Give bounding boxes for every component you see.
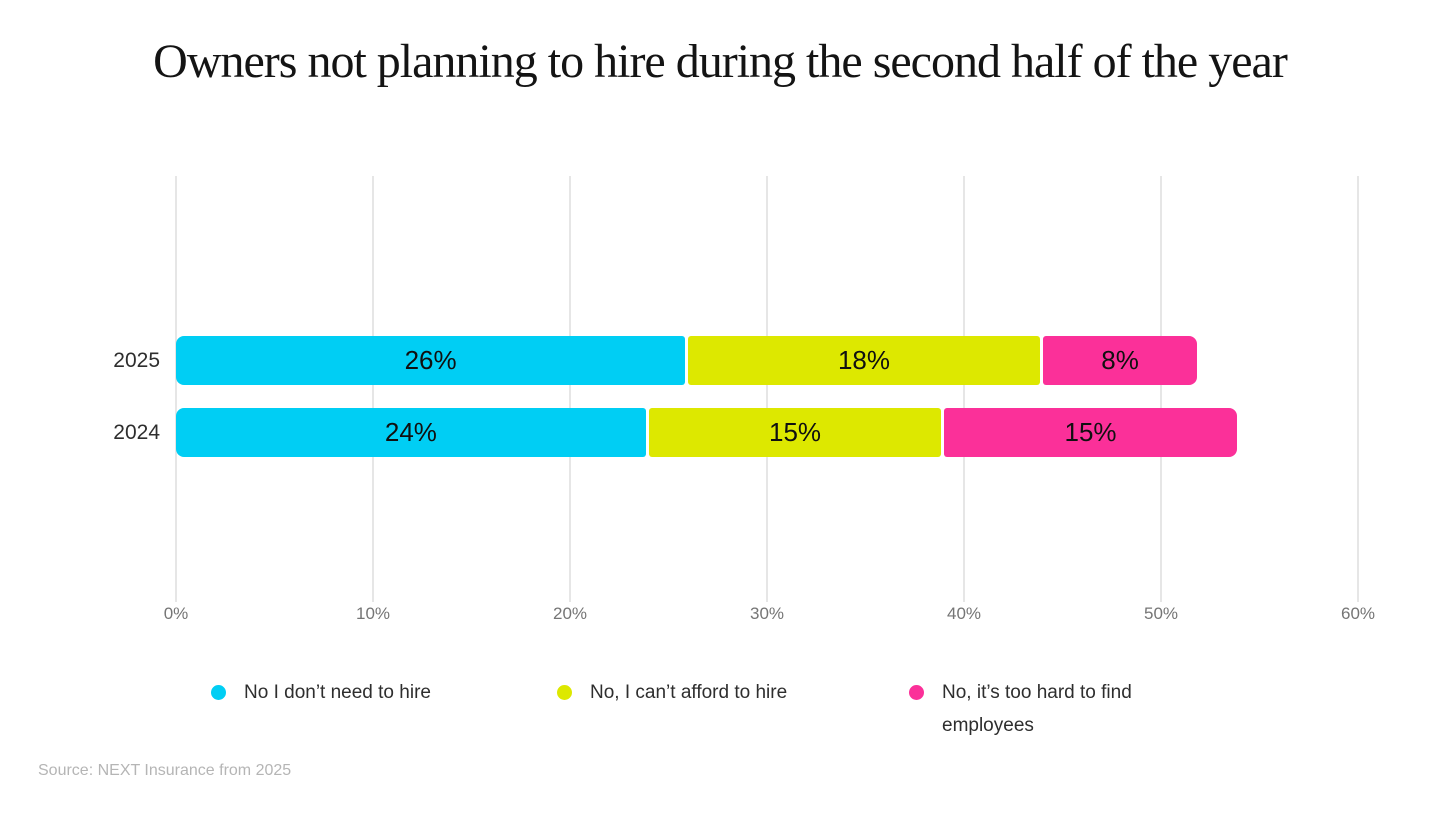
legend-dot-icon <box>909 685 924 700</box>
gridline <box>766 176 768 602</box>
x-tick-label: 10% <box>355 604 391 623</box>
bar-value-label: 18% <box>837 345 890 375</box>
bar-value-label: 26% <box>404 345 457 375</box>
bar-value-label: 24% <box>384 417 437 447</box>
bar-segment: 15% <box>648 408 942 457</box>
gridline <box>1160 176 1162 602</box>
gridline <box>569 176 571 602</box>
y-axis-label-2024: 2024 <box>113 421 160 444</box>
bar-segment: 15% <box>944 408 1237 457</box>
legend-item: No I don’t need to hire <box>211 676 431 709</box>
gridline <box>963 176 965 602</box>
bar-segment: 8% <box>1042 336 1198 385</box>
y-axis-label-2025: 2025 <box>113 349 160 372</box>
bar-segment: 24% <box>176 408 646 457</box>
legend-item: No, it’s too hard to find employees <box>909 676 1170 742</box>
source-note: Source: NEXT Insurance from 2025 <box>38 762 292 779</box>
legend-label: No, I can’t afford to hire <box>590 682 788 703</box>
bar-segment: 26% <box>176 336 686 385</box>
bar-value-label: 15% <box>1064 417 1117 447</box>
legend-dot-icon <box>557 685 572 700</box>
legend-label: No, it’s too hard to find employees <box>942 682 1132 736</box>
bar-value-label: 15% <box>769 417 822 447</box>
x-tick-label: 60% <box>1340 604 1376 623</box>
gridline <box>372 176 374 602</box>
bar-value-label: 8% <box>1101 345 1139 375</box>
x-tick-label: 50% <box>1143 604 1179 623</box>
x-tick-label: 40% <box>946 604 982 623</box>
gridline <box>1357 176 1359 602</box>
gridline <box>175 176 177 602</box>
legend-label: No I don’t need to hire <box>244 682 431 703</box>
legend-dot-icon <box>211 685 226 700</box>
bar-segment: 18% <box>688 336 1040 385</box>
x-tick-label: 0% <box>163 604 189 623</box>
chart-title: Owners not planning to hire during the s… <box>153 35 1288 88</box>
x-tick-label: 30% <box>749 604 785 623</box>
x-tick-label: 20% <box>552 604 588 623</box>
legend-item: No, I can’t afford to hire <box>557 676 787 709</box>
